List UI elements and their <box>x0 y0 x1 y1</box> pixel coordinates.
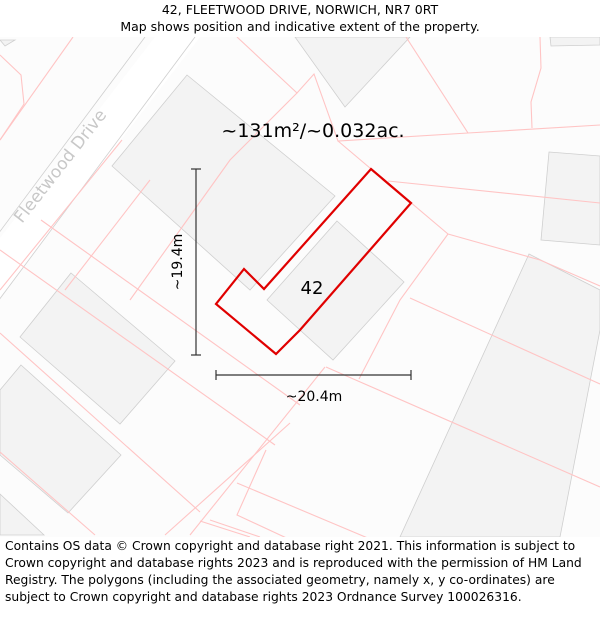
property-boundary-outline[interactable] <box>214 167 413 356</box>
building <box>0 493 46 536</box>
horizontal-measure-line <box>215 370 412 380</box>
map-header: 42, FLEETWOOD DRIVE, NORWICH, NR7 0RT Ma… <box>0 0 600 38</box>
area-label: ~131m²/~0.032ac. <box>221 120 404 142</box>
building <box>294 37 411 108</box>
vertical-measure-line <box>191 168 201 356</box>
property-map[interactable]: Fleetwood Drive ~131m²/~0.032ac. 42 ~19.… <box>0 37 600 537</box>
building <box>19 272 176 425</box>
building <box>549 37 600 47</box>
copyright-attribution: Contains OS data © Crown copyright and d… <box>5 539 582 604</box>
building <box>0 364 122 514</box>
building <box>540 151 600 246</box>
house-number-label: 42 <box>301 278 324 299</box>
property-address-title: 42, FLEETWOOD DRIVE, NORWICH, NR7 0RT <box>161 2 439 17</box>
buildings <box>0 37 600 537</box>
building <box>111 74 336 291</box>
horizontal-measure-label: ~20.4m <box>286 389 343 405</box>
building <box>0 39 17 47</box>
parcel-boundaries <box>0 37 600 537</box>
map-subtitle: Map shows position and indicative extent… <box>120 19 480 34</box>
vertical-measure-label: ~19.4m <box>170 234 186 291</box>
building <box>399 253 600 537</box>
